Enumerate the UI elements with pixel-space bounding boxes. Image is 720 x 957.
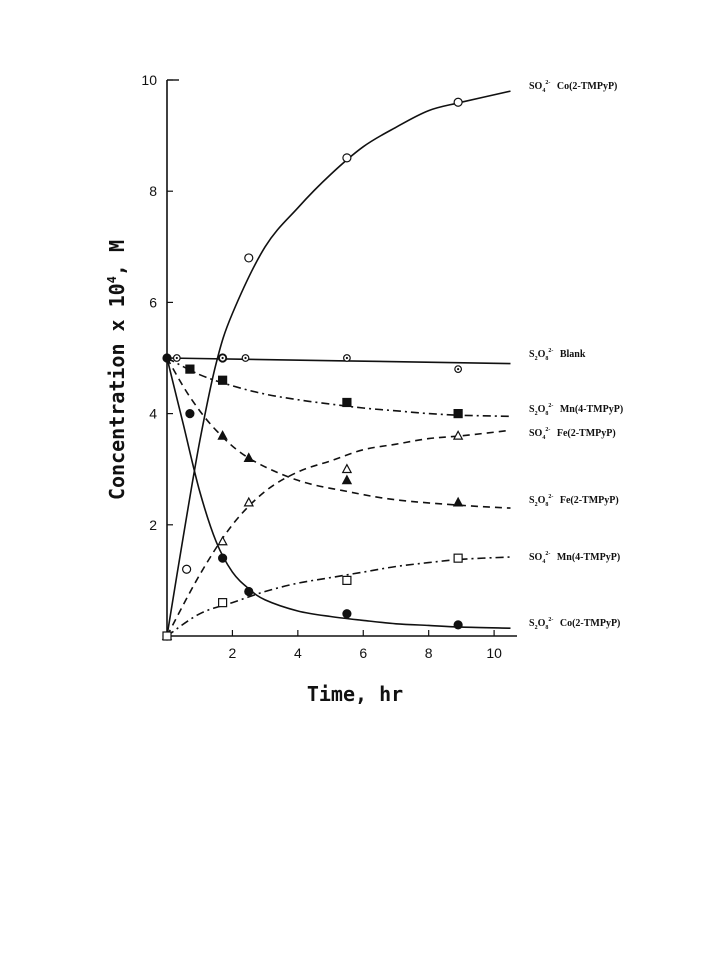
data-point (453, 409, 463, 419)
data-point (244, 586, 254, 597)
data-point (453, 620, 463, 630)
data-point-center (345, 356, 349, 360)
data-point (452, 496, 464, 507)
y-axis-label-exponent: 4 (105, 276, 119, 283)
series-points (162, 553, 463, 641)
y-tick-label: 8 (149, 183, 157, 199)
data-point (342, 575, 352, 586)
series-label: S2O82- Blank (529, 348, 586, 362)
series-label: SO42- Co(2-TMPyP) (529, 80, 617, 94)
data-point (341, 474, 353, 485)
data-point-center (244, 356, 247, 360)
y-tick-label: 4 (149, 406, 157, 422)
data-point (243, 496, 254, 507)
y-axis-label-unit: , M (105, 240, 129, 276)
series-line (166, 357, 511, 509)
data-point (182, 564, 192, 574)
series-line (166, 90, 511, 637)
y-tick-label: 10 (141, 72, 157, 88)
svg-text:Concentration x 104, M: Concentration x 104, M (105, 240, 129, 500)
series-points (217, 430, 464, 507)
data-point (218, 598, 228, 608)
series-label: S2O82- Co(2-TMPyP) (529, 617, 620, 631)
data-point (243, 452, 254, 462)
series-markers (161, 97, 464, 641)
series-line (166, 357, 511, 629)
series-line (166, 556, 511, 637)
data-point (217, 430, 228, 440)
series-points (172, 354, 463, 374)
data-point (342, 153, 352, 163)
data-point (218, 553, 228, 563)
y-tick-label: 2 (149, 517, 157, 533)
series-label: S2O82- Mn(4-TMPyP) (529, 403, 623, 417)
y-tick-label: 6 (149, 294, 157, 310)
data-point (218, 375, 228, 385)
series-points (162, 353, 463, 630)
series-labels: SO42- Co(2-TMPyP) S2O82- Blank S2O82- Mn(4… (529, 80, 623, 631)
x-axis-label: Time, hr (307, 682, 403, 706)
y-axis-label: Concentration x 10 (105, 283, 129, 500)
data-point-center (457, 368, 460, 371)
series-points (162, 97, 463, 641)
data-point (162, 353, 172, 363)
data-point (452, 430, 464, 440)
y-axis-label-group: Concentration x 104, M (105, 240, 129, 500)
data-point (453, 553, 463, 563)
data-point (185, 364, 195, 374)
series-points (161, 430, 464, 640)
data-point-center (175, 356, 178, 360)
data-point-center (221, 356, 224, 360)
series-label: SO42- Mn(4-TMPyP) (529, 551, 620, 565)
data-point (244, 253, 254, 263)
data-point (341, 463, 353, 474)
x-tick-label: 4 (294, 645, 302, 661)
data-point (217, 535, 228, 546)
series-label: S2O82- Fe(2-TMPyP) (529, 494, 619, 508)
data-point (342, 609, 352, 619)
x-tick-label: 8 (425, 645, 433, 661)
series-label: SO42- Fe(2-TMPyP) (529, 427, 616, 441)
series-points (185, 364, 463, 419)
data-point (162, 631, 172, 641)
x-tick-label: 2 (229, 645, 237, 661)
data-point (453, 97, 463, 107)
x-tick-label: 10 (486, 645, 502, 661)
x-tick-label: 6 (359, 645, 367, 661)
data-point (185, 409, 195, 419)
series-line (166, 357, 511, 365)
data-point (342, 397, 352, 408)
